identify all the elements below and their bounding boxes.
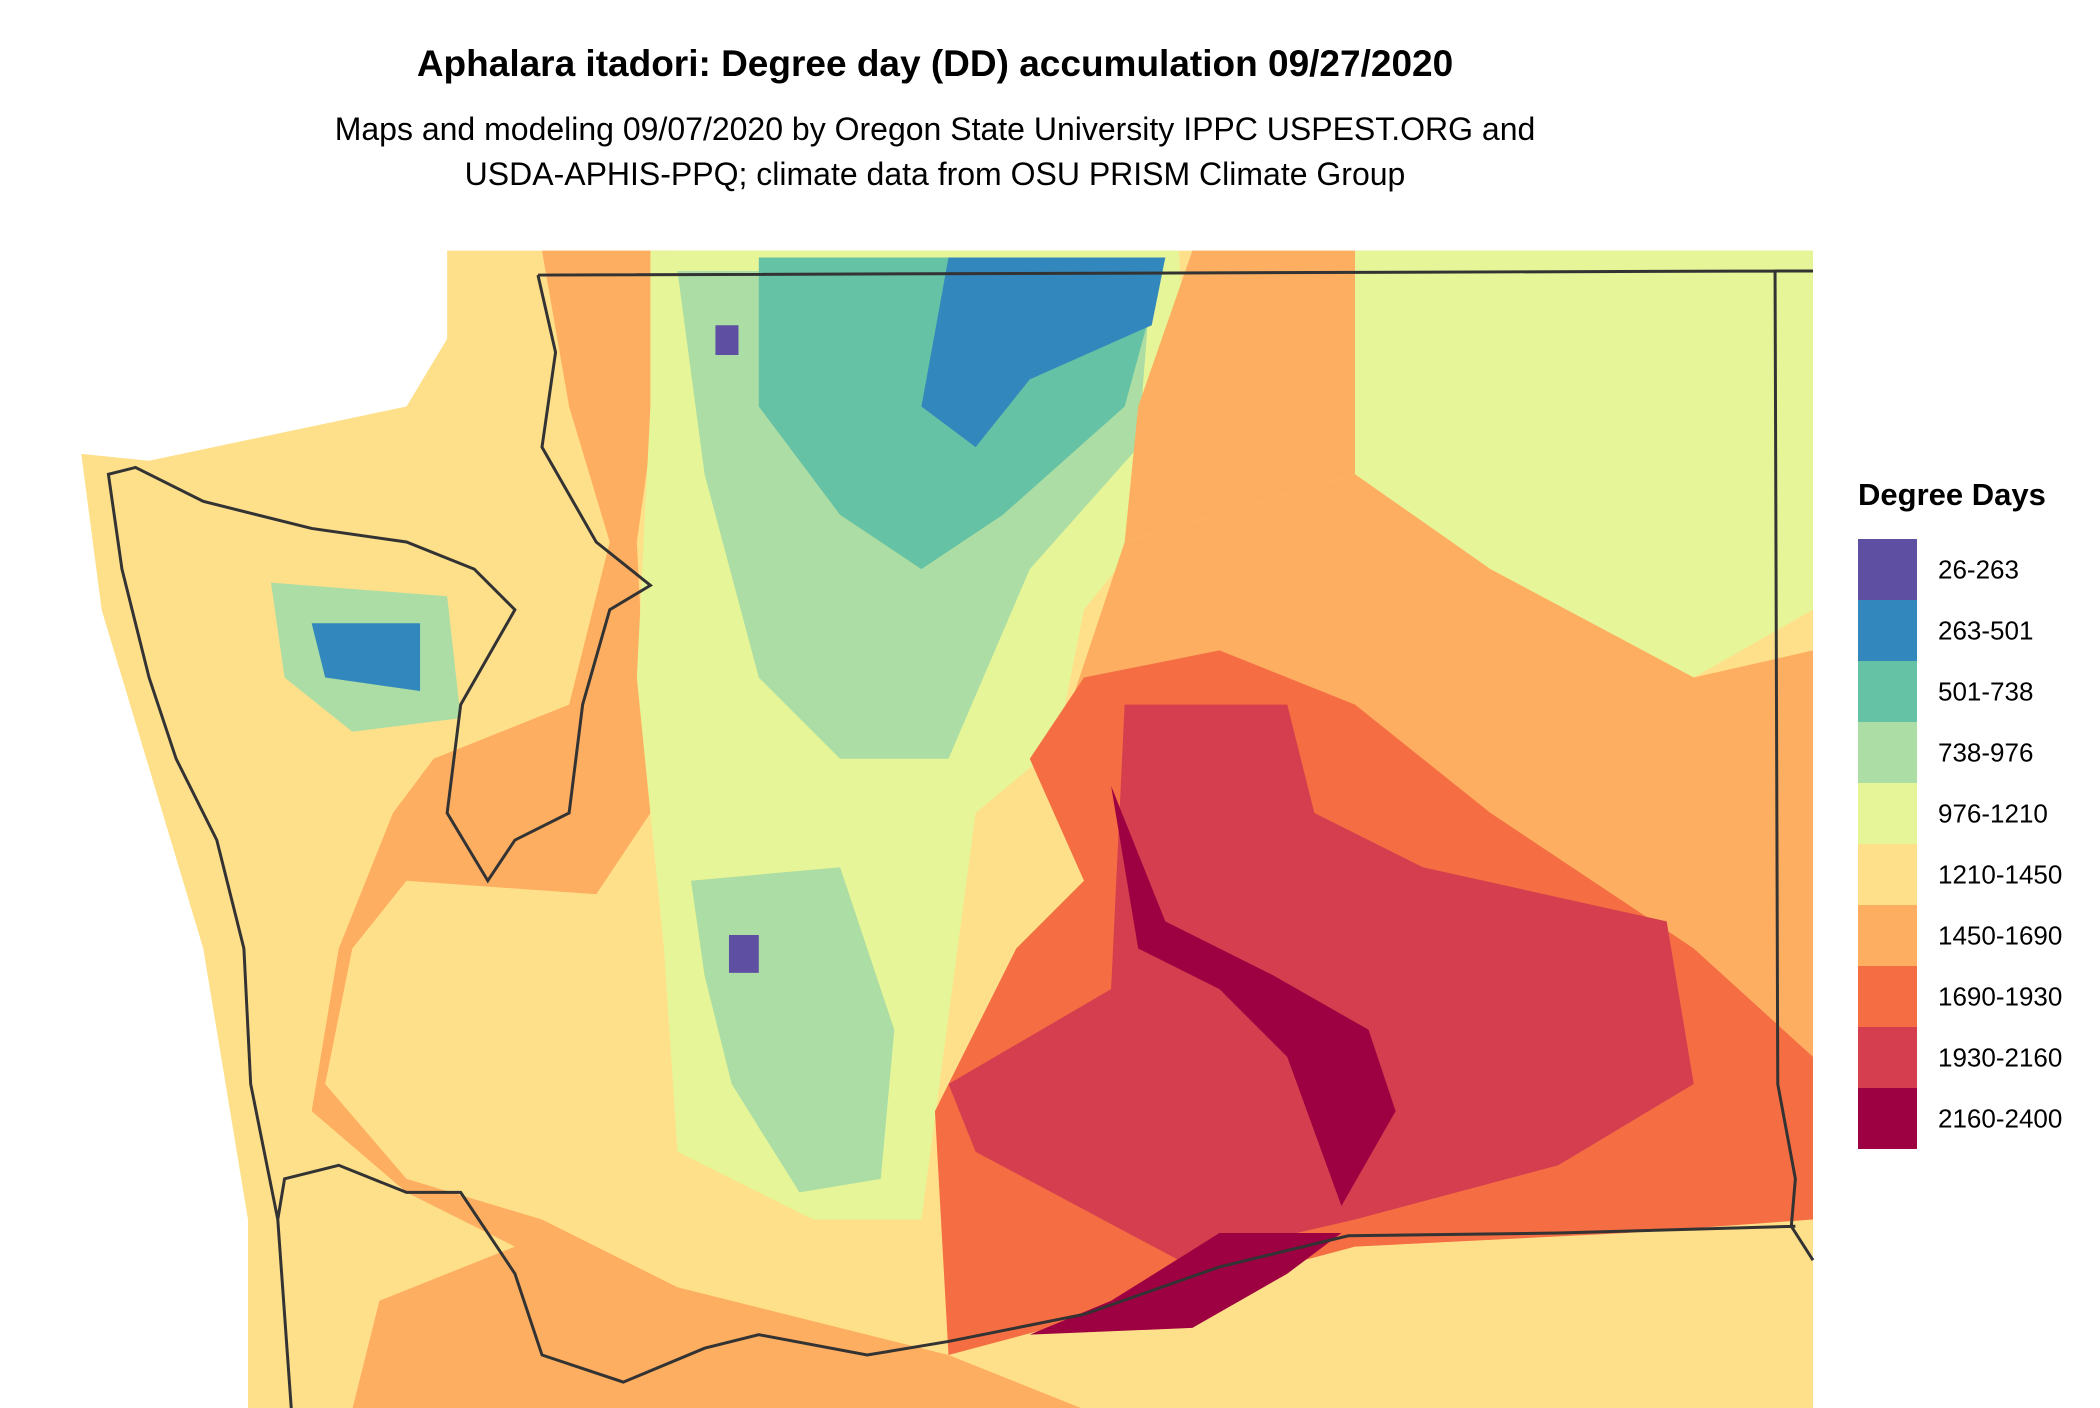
legend-swatch [1858,905,1917,966]
legend-swatch [1858,600,1917,661]
legend-swatch [1858,539,1917,600]
subtitle-line: Maps and modeling 09/07/2020 by Oregon S… [335,111,1536,147]
legend-label: 1930-2160 [1938,1043,2062,1073]
zone [1029,1233,1342,1335]
legend-swatch [1858,966,1917,1027]
legend-title: Degree Days [1858,477,2046,512]
map-title: Aphalara itadori: Degree day (DD) accumu… [417,43,1453,84]
legend-label: 2160-2400 [1938,1104,2062,1134]
legend-label: 1210-1450 [1938,860,2062,890]
legend-swatch [1858,783,1917,844]
zone [921,257,1166,448]
legend-label: 263-501 [1938,616,2033,646]
zone [1355,250,1813,678]
legend-label: 26-263 [1938,555,2019,585]
legend-swatch [1858,722,1917,783]
zone [311,623,421,692]
zone [728,934,759,973]
legend-label: 738-976 [1938,738,2033,768]
legend-label: 501-738 [1938,677,2033,707]
legend-label: 1690-1930 [1938,982,2062,1012]
state-outline [106,269,1815,1408]
legend-swatch [1858,1027,1917,1088]
zone [311,250,1081,1408]
legend-swatch [1858,1088,1917,1149]
zone [948,704,1694,1261]
legend-swatch [1858,844,1917,905]
map [81,250,1815,1408]
subtitle-line: USDA-APHIS-PPQ; climate data from OSU PR… [465,156,1406,192]
legend-swatch [1858,661,1917,722]
legend-label: 1450-1690 [1938,921,2062,951]
zone [1111,785,1396,1206]
zone [715,325,739,356]
zone [1124,250,1355,543]
legend: 26-263 263-501 501-738 738-976 976-1210 1210-… [1858,539,2062,1149]
legend-label: 976-1210 [1938,799,2048,829]
